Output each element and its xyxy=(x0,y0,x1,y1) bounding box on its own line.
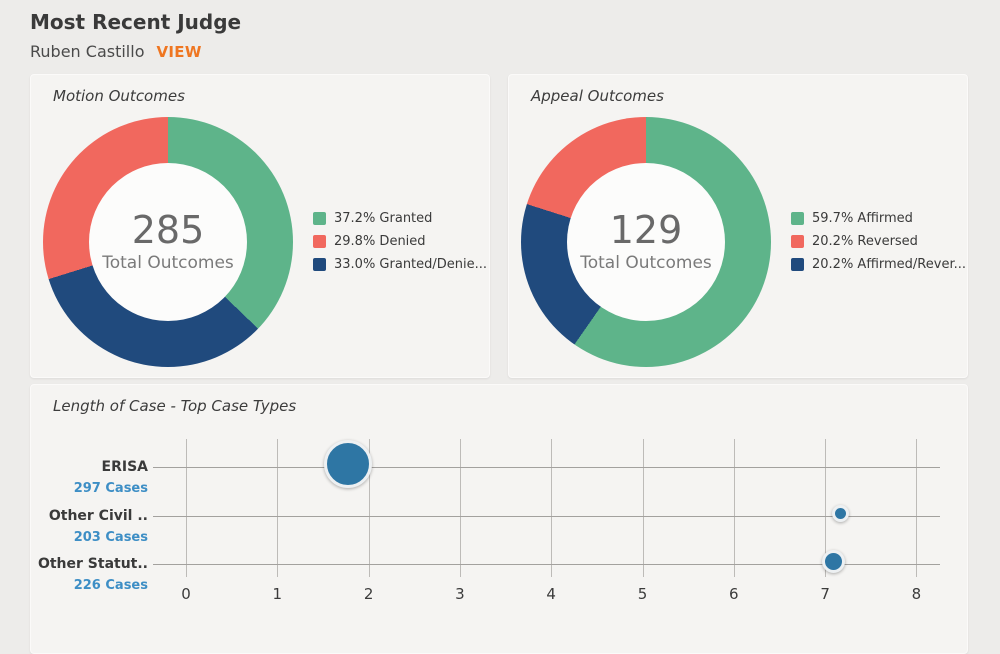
row-gridline xyxy=(153,564,940,565)
page-title: Most Recent Judge xyxy=(30,10,242,34)
x-tick-label: 1 xyxy=(272,585,283,603)
x-gridline xyxy=(642,439,644,577)
appeal-outcomes-title: Appeal Outcomes xyxy=(531,87,664,105)
x-gridline xyxy=(733,439,735,577)
legend-item-granted[interactable]: 37.2% Granted xyxy=(313,210,487,227)
appeal-outcomes-donut[interactable]: 129 Total Outcomes xyxy=(521,117,771,367)
other-civil-cases-link[interactable]: 203 Cases xyxy=(73,530,148,545)
x-tick-label: 2 xyxy=(363,585,374,603)
view-judge-link[interactable]: VIEW xyxy=(156,43,202,61)
x-tick-label: 4 xyxy=(546,585,556,603)
row-label-erisa: ERISA xyxy=(101,459,148,475)
x-gridline xyxy=(186,439,187,577)
length-of-case-title: Length of Case - Top Case Types xyxy=(53,397,297,415)
other-statutory-cases-link[interactable]: 226 Cases xyxy=(73,578,148,593)
bubble-plot: ERISA 297 Cases Other Civil .. 203 Cases… xyxy=(31,425,967,635)
legend-item-granted-denied[interactable]: 33.0% Granted/Denie... xyxy=(313,256,487,273)
x-tick-label: 5 xyxy=(637,585,648,603)
row-label-other-statutory: Other Statut.. xyxy=(37,556,148,572)
legend-item-affirmed-reversed[interactable]: 20.2% Affirmed/Rever... xyxy=(791,256,966,273)
legend-item-reversed[interactable]: 20.2% Reversed xyxy=(791,233,966,250)
case-length-bubble[interactable] xyxy=(324,440,373,488)
row-other-statutory: Other Statut.. 226 Cases xyxy=(31,554,148,593)
x-tick-label: 0 xyxy=(181,585,191,603)
outcomes-row: Motion Outcomes 285 Total Outcomes 37.2%… xyxy=(30,74,970,378)
judge-row: Ruben Castillo VIEW xyxy=(30,42,970,61)
legend-label-denied: 29.8% Denied xyxy=(334,234,426,249)
appeal-total-label: Total Outcomes xyxy=(580,253,712,274)
x-gridline xyxy=(916,439,918,577)
legend-item-denied[interactable]: 29.8% Denied xyxy=(313,233,487,250)
x-tick-label: 3 xyxy=(455,585,465,603)
motion-outcomes-donut[interactable]: 285 Total Outcomes xyxy=(43,117,293,367)
x-tick-label: 7 xyxy=(820,585,830,603)
appeal-donut-center: 129 Total Outcomes xyxy=(567,163,725,321)
appeal-outcomes-panel: Appeal Outcomes 129 Total Outcomes 59.7%… xyxy=(508,74,968,378)
legend-label-reversed: 20.2% Reversed xyxy=(812,234,918,249)
motion-outcomes-title: Motion Outcomes xyxy=(53,87,185,105)
appeal-total-value: 129 xyxy=(609,207,683,252)
case-length-bubble[interactable] xyxy=(821,549,845,573)
appeal-legend: 59.7% Affirmed 20.2% Reversed 20.2% Affi… xyxy=(791,210,966,279)
legend-label-affirmed-reversed: 20.2% Affirmed/Rever... xyxy=(812,257,966,272)
legend-label-granted: 37.2% Granted xyxy=(334,211,433,226)
x-tick-label: 6 xyxy=(729,585,739,603)
affirmed-reversed-swatch-icon xyxy=(791,258,804,271)
erisa-cases-link[interactable]: 297 Cases xyxy=(73,481,148,496)
motion-total-value: 285 xyxy=(131,207,205,252)
row-label-other-civil: Other Civil .. xyxy=(48,508,148,524)
x-gridline xyxy=(825,439,827,577)
legend-item-affirmed[interactable]: 59.7% Affirmed xyxy=(791,210,966,227)
granted-denied-swatch-icon xyxy=(313,258,326,271)
motion-donut-center: 285 Total Outcomes xyxy=(89,163,247,321)
judge-name: Ruben Castillo xyxy=(30,42,145,61)
reversed-swatch-icon xyxy=(791,235,804,248)
x-tick-label: 8 xyxy=(911,585,922,603)
x-gridline xyxy=(551,439,553,577)
legend-label-granted-denied: 33.0% Granted/Denie... xyxy=(334,257,488,272)
length-of-case-panel: Length of Case - Top Case Types ERISA 29… xyxy=(30,384,968,654)
denied-swatch-icon xyxy=(313,235,326,248)
legend-label-affirmed: 59.7% Affirmed xyxy=(812,211,913,226)
row-gridline xyxy=(153,467,940,468)
row-erisa: ERISA 297 Cases xyxy=(31,457,148,496)
x-gridline xyxy=(368,439,370,577)
x-gridline xyxy=(277,439,279,577)
row-gridline xyxy=(153,516,940,517)
case-length-bubble[interactable] xyxy=(831,504,849,522)
motion-legend: 37.2% Granted 29.8% Denied 33.0% Granted… xyxy=(313,210,487,279)
motion-outcomes-panel: Motion Outcomes 285 Total Outcomes 37.2%… xyxy=(30,74,490,378)
row-other-civil: Other Civil .. 203 Cases xyxy=(31,506,148,545)
x-gridline xyxy=(459,439,461,577)
motion-total-label: Total Outcomes xyxy=(102,253,234,274)
granted-swatch-icon xyxy=(313,212,326,225)
affirmed-swatch-icon xyxy=(791,212,804,225)
